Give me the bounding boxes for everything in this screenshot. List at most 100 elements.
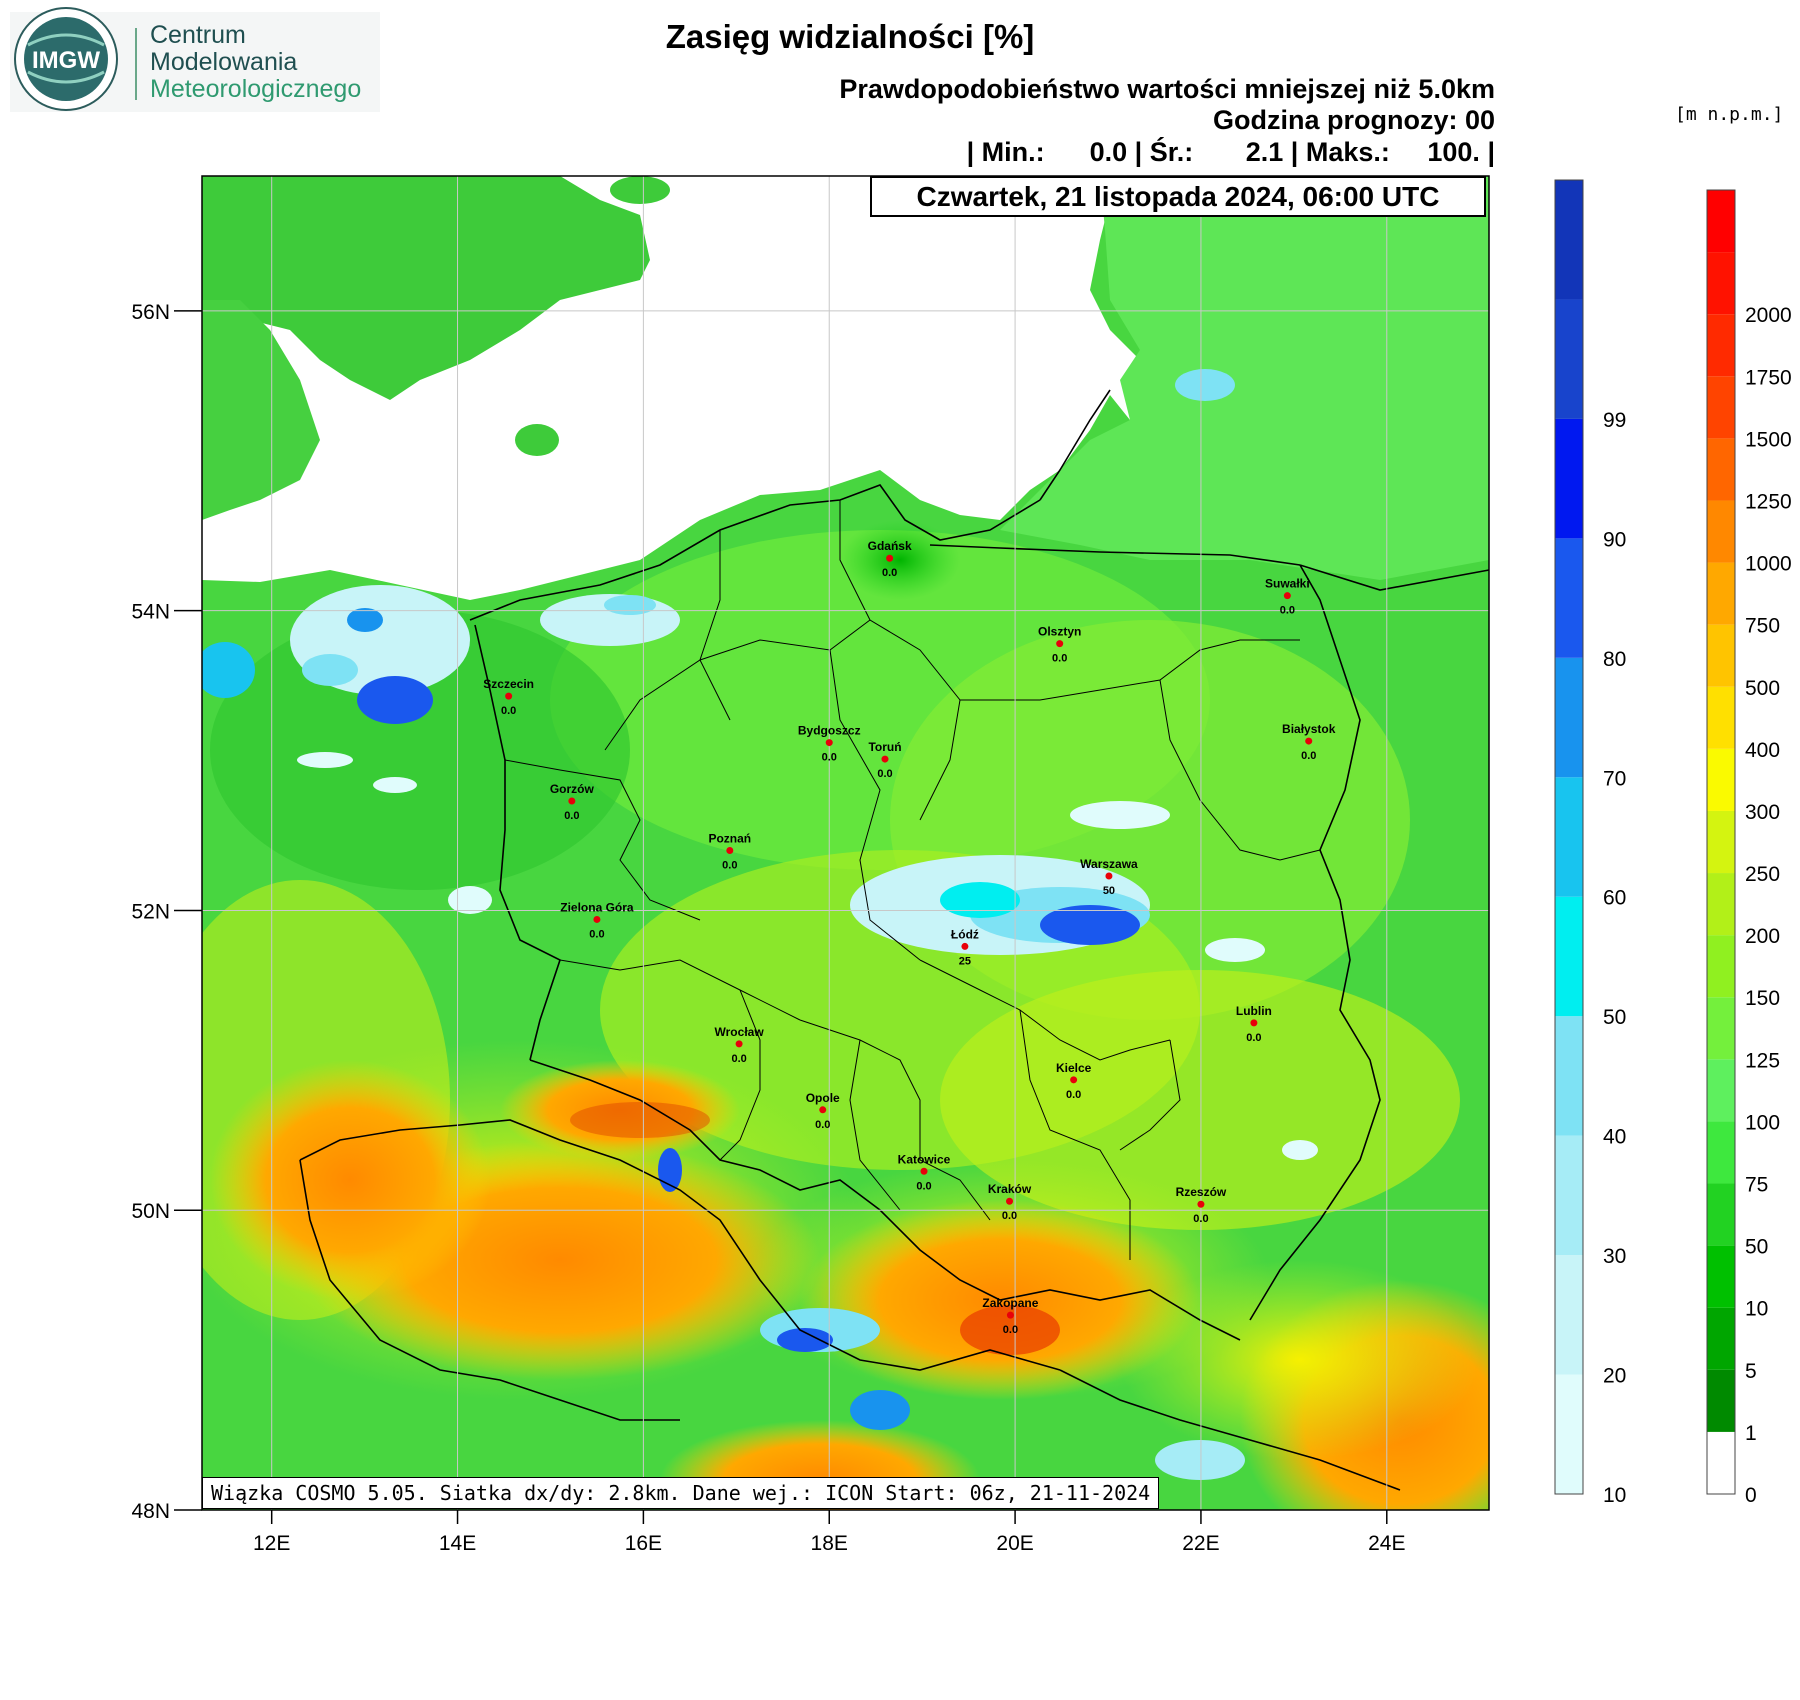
probability-colorbar: 10 20 30 40 50 60 70 80 90 99 bbox=[1554, 179, 1626, 1507]
city-value-label: 0.0 bbox=[501, 705, 516, 717]
city-markers: Gdańsk 0.0 Suwałki 0.0 Olsztyn 0.0 Szczecin 0.0… bbox=[483, 539, 1335, 1336]
terrain-label: 1000 bbox=[1745, 553, 1792, 576]
terrain-colorbar: 0 1 5 10 50 75 100 125 150 200 250 300 400 500 750 1000… bbox=[1706, 189, 1792, 1507]
field-statistics: | Min.: 0.0 | Śr.: 2.1 | Maks.: 100. | bbox=[966, 137, 1495, 167]
terrain-color-swatch bbox=[1707, 376, 1735, 439]
valid-date-label: Czwartek, 21 listopada 2024, 06:00 UTC bbox=[870, 176, 1486, 217]
probability-label: 70 bbox=[1603, 767, 1626, 790]
city-value-label: 0.0 bbox=[1193, 1213, 1208, 1225]
city-value-label: 0.0 bbox=[564, 810, 579, 822]
probability-color-swatch bbox=[1555, 299, 1583, 419]
terrain-color-swatch bbox=[1707, 686, 1735, 749]
city-name-label: Zielona Góra bbox=[560, 900, 634, 914]
organization-name: Centrum Modelowania Meteorologicznego bbox=[150, 22, 361, 103]
city-marker bbox=[568, 797, 576, 805]
terrain-label: 300 bbox=[1745, 801, 1780, 824]
city-name-label: Opole bbox=[806, 1091, 840, 1105]
probability-label: 50 bbox=[1603, 1006, 1626, 1029]
terrain-unit-label: [m n.p.m.] bbox=[1675, 104, 1784, 125]
city-value-label: 0.0 bbox=[1003, 1324, 1018, 1336]
terrain-color-swatch bbox=[1707, 1245, 1735, 1308]
city-value-label: 0.0 bbox=[1052, 653, 1067, 665]
probability-color-swatch bbox=[1555, 418, 1583, 539]
terrain-label: 2000 bbox=[1745, 304, 1792, 327]
axis-ticks: 12E 14E 16E 18E 20E 22E 24E 48N 50N 52N 54N 56N bbox=[131, 301, 1405, 1555]
city-value-label: 0.0 bbox=[589, 928, 604, 940]
probability-color-swatch bbox=[1555, 1016, 1583, 1136]
city-name-label: Warszawa bbox=[1080, 857, 1138, 871]
probability-label: 90 bbox=[1603, 528, 1626, 551]
terrain-colorbar-frame bbox=[1706, 189, 1736, 1495]
terrain-color-swatch bbox=[1707, 190, 1735, 253]
probability-color-swatch bbox=[1555, 538, 1583, 658]
city-marker bbox=[1056, 640, 1064, 648]
org-line-2: Modelowania bbox=[150, 48, 298, 76]
terrain-label: 1250 bbox=[1745, 490, 1792, 513]
city-name-label: Łódź bbox=[951, 927, 979, 941]
terrain-label: 75 bbox=[1745, 1174, 1768, 1197]
org-line-1: Centrum bbox=[150, 21, 246, 49]
city-name-label: Suwałki bbox=[1265, 577, 1310, 591]
probability-color-swatch bbox=[1555, 1135, 1583, 1256]
land-sweden-south bbox=[202, 300, 320, 520]
city-marker bbox=[1006, 1311, 1014, 1319]
probability-color-swatch bbox=[1555, 777, 1583, 897]
terrain-color-swatch bbox=[1707, 500, 1735, 563]
city-marker bbox=[961, 942, 969, 950]
probability-color-swatch bbox=[1555, 180, 1583, 300]
lon-tick-label: 16E bbox=[625, 1532, 662, 1555]
probability-color-swatch bbox=[1555, 1374, 1583, 1494]
terrain-color-swatch bbox=[1707, 997, 1735, 1060]
terrain-label: 50 bbox=[1745, 1236, 1768, 1259]
lon-tick-label: 18E bbox=[811, 1532, 848, 1555]
chart-title: Zasięg widzialności [%] bbox=[665, 18, 1035, 55]
city-value-label: 0.0 bbox=[877, 768, 892, 780]
terrain-label: 200 bbox=[1745, 925, 1780, 948]
city-marker bbox=[819, 1106, 827, 1114]
city-marker bbox=[593, 915, 601, 923]
terrain-color-swatch bbox=[1707, 1121, 1735, 1184]
lat-tick-label: 54N bbox=[131, 601, 170, 624]
probability-colorbar-frame bbox=[1554, 179, 1584, 1495]
city-name-label: Lublin bbox=[1236, 1004, 1272, 1018]
city-name-label: Bydgoszcz bbox=[798, 724, 861, 738]
city-marker bbox=[1105, 872, 1113, 880]
city-name-label: Olsztyn bbox=[1038, 625, 1081, 639]
city-marker bbox=[1070, 1076, 1078, 1084]
voivodeship-borders bbox=[504, 500, 1321, 1260]
city-marker bbox=[920, 1167, 928, 1175]
city-marker bbox=[1305, 737, 1313, 745]
city-name-label: Szczecin bbox=[483, 677, 534, 691]
terrain-label: 5 bbox=[1745, 1360, 1757, 1383]
org-line-3: Meteorologicznego bbox=[150, 75, 362, 103]
terrain-color-swatch bbox=[1707, 810, 1735, 874]
terrain-label: 1500 bbox=[1745, 428, 1792, 451]
city-value-label: 0.0 bbox=[822, 752, 837, 764]
city-value-label: 0.0 bbox=[1066, 1089, 1081, 1101]
model-info-footer: Wiązka COSMO 5.05. Siatka dx/dy: 2.8km. … bbox=[202, 1477, 1160, 1509]
city-marker bbox=[1283, 592, 1291, 600]
probability-color-swatch bbox=[1555, 1255, 1583, 1375]
lon-tick-label: 14E bbox=[439, 1532, 476, 1555]
terrain-label: 1 bbox=[1745, 1422, 1757, 1445]
city-marker bbox=[825, 739, 833, 747]
city-name-label: Rzeszów bbox=[1176, 1185, 1227, 1199]
city-name-label: Gorzów bbox=[550, 782, 595, 796]
chart-subtitle: Prawdopodobieństwo wartości mniejszej ni… bbox=[839, 74, 1495, 104]
map-border bbox=[201, 175, 1490, 1511]
terrain-label: 1750 bbox=[1745, 366, 1792, 389]
city-name-label: Kraków bbox=[988, 1182, 1032, 1196]
terrain-color-swatch bbox=[1707, 935, 1735, 998]
city-value-label: 50 bbox=[1103, 885, 1115, 897]
city-name-label: Wrocław bbox=[715, 1025, 765, 1039]
terrain-label: 10 bbox=[1745, 1298, 1768, 1321]
city-name-label: Zakopane bbox=[982, 1296, 1038, 1310]
lat-tick-label: 50N bbox=[131, 1200, 170, 1223]
city-value-label: 0.0 bbox=[882, 567, 897, 579]
city-name-label: Kielce bbox=[1056, 1061, 1092, 1075]
land-sweden bbox=[202, 176, 650, 500]
land-baltics bbox=[1000, 176, 1489, 580]
city-name-label: Toruń bbox=[868, 740, 901, 754]
probability-label: 20 bbox=[1603, 1365, 1626, 1388]
lon-tick-label: 24E bbox=[1368, 1532, 1405, 1555]
